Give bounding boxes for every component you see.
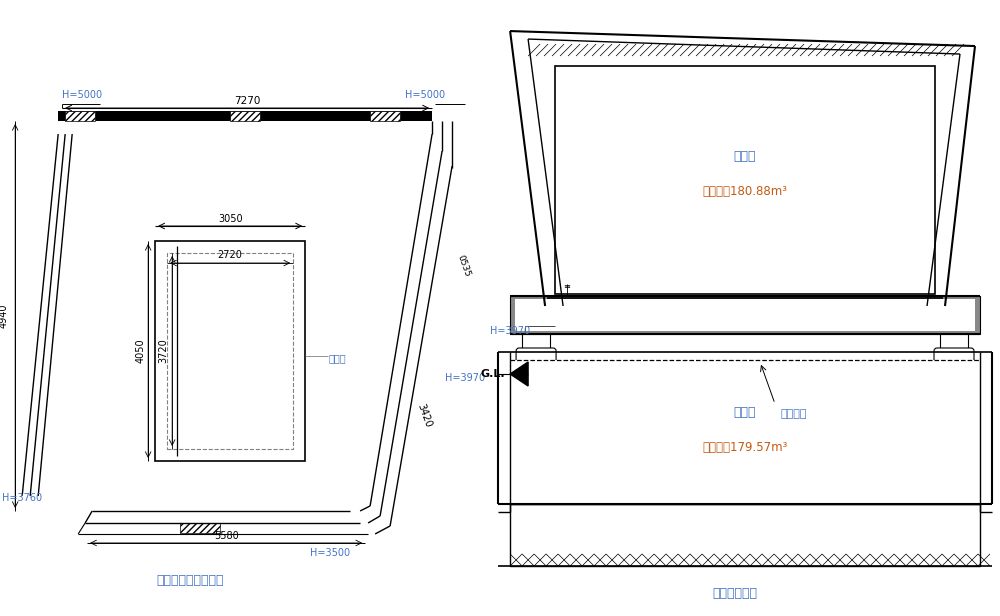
Bar bbox=[155, 241, 305, 461]
Bar bbox=[167, 253, 293, 449]
Text: 3720: 3720 bbox=[158, 339, 168, 363]
Bar bbox=[230, 111, 260, 121]
FancyBboxPatch shape bbox=[934, 348, 974, 372]
Text: H=5000: H=5000 bbox=[62, 90, 102, 100]
Text: 試験用床: 試験用床 bbox=[780, 409, 807, 419]
Text: 7270: 7270 bbox=[234, 96, 260, 106]
Text: 測定室断面図: 測定室断面図 bbox=[713, 588, 758, 601]
Bar bbox=[940, 334, 968, 352]
Text: 2720: 2720 bbox=[218, 250, 243, 260]
Text: 室容積：180.88m³: 室容積：180.88m³ bbox=[703, 185, 788, 198]
Text: 4940: 4940 bbox=[0, 304, 8, 328]
Bar bbox=[180, 523, 220, 533]
Text: 0535: 0535 bbox=[455, 254, 471, 278]
Text: H=3970: H=3970 bbox=[490, 326, 530, 336]
Bar bbox=[510, 296, 980, 334]
Text: 室容積：179.57m³: 室容積：179.57m³ bbox=[702, 442, 788, 455]
Text: H=3500: H=3500 bbox=[310, 548, 350, 558]
FancyBboxPatch shape bbox=[516, 348, 556, 372]
Bar bbox=[528, 41, 960, 56]
Bar bbox=[515, 299, 975, 331]
Text: 5580: 5580 bbox=[214, 531, 239, 541]
Bar bbox=[522, 334, 550, 352]
Bar bbox=[65, 111, 95, 121]
Text: G.L.: G.L. bbox=[480, 369, 505, 379]
Text: H=3760: H=3760 bbox=[2, 493, 42, 503]
Text: H=3970: H=3970 bbox=[445, 373, 485, 383]
Bar bbox=[510, 360, 980, 504]
Text: 音源側測定室平面図: 音源側測定室平面図 bbox=[156, 575, 224, 588]
Text: 受音室: 受音室 bbox=[734, 407, 756, 419]
Bar bbox=[555, 66, 935, 294]
Bar bbox=[370, 111, 400, 121]
Text: 3420: 3420 bbox=[415, 403, 433, 429]
Text: H=5000: H=5000 bbox=[405, 90, 445, 100]
Text: 音源室: 音源室 bbox=[734, 150, 756, 163]
Text: ≡: ≡ bbox=[564, 282, 571, 291]
Text: 3050: 3050 bbox=[218, 214, 242, 224]
Bar bbox=[510, 504, 980, 566]
Text: 支持端: 支持端 bbox=[328, 353, 346, 363]
Bar bbox=[58, 111, 432, 121]
Text: 4050: 4050 bbox=[135, 339, 145, 363]
Polygon shape bbox=[510, 362, 528, 386]
